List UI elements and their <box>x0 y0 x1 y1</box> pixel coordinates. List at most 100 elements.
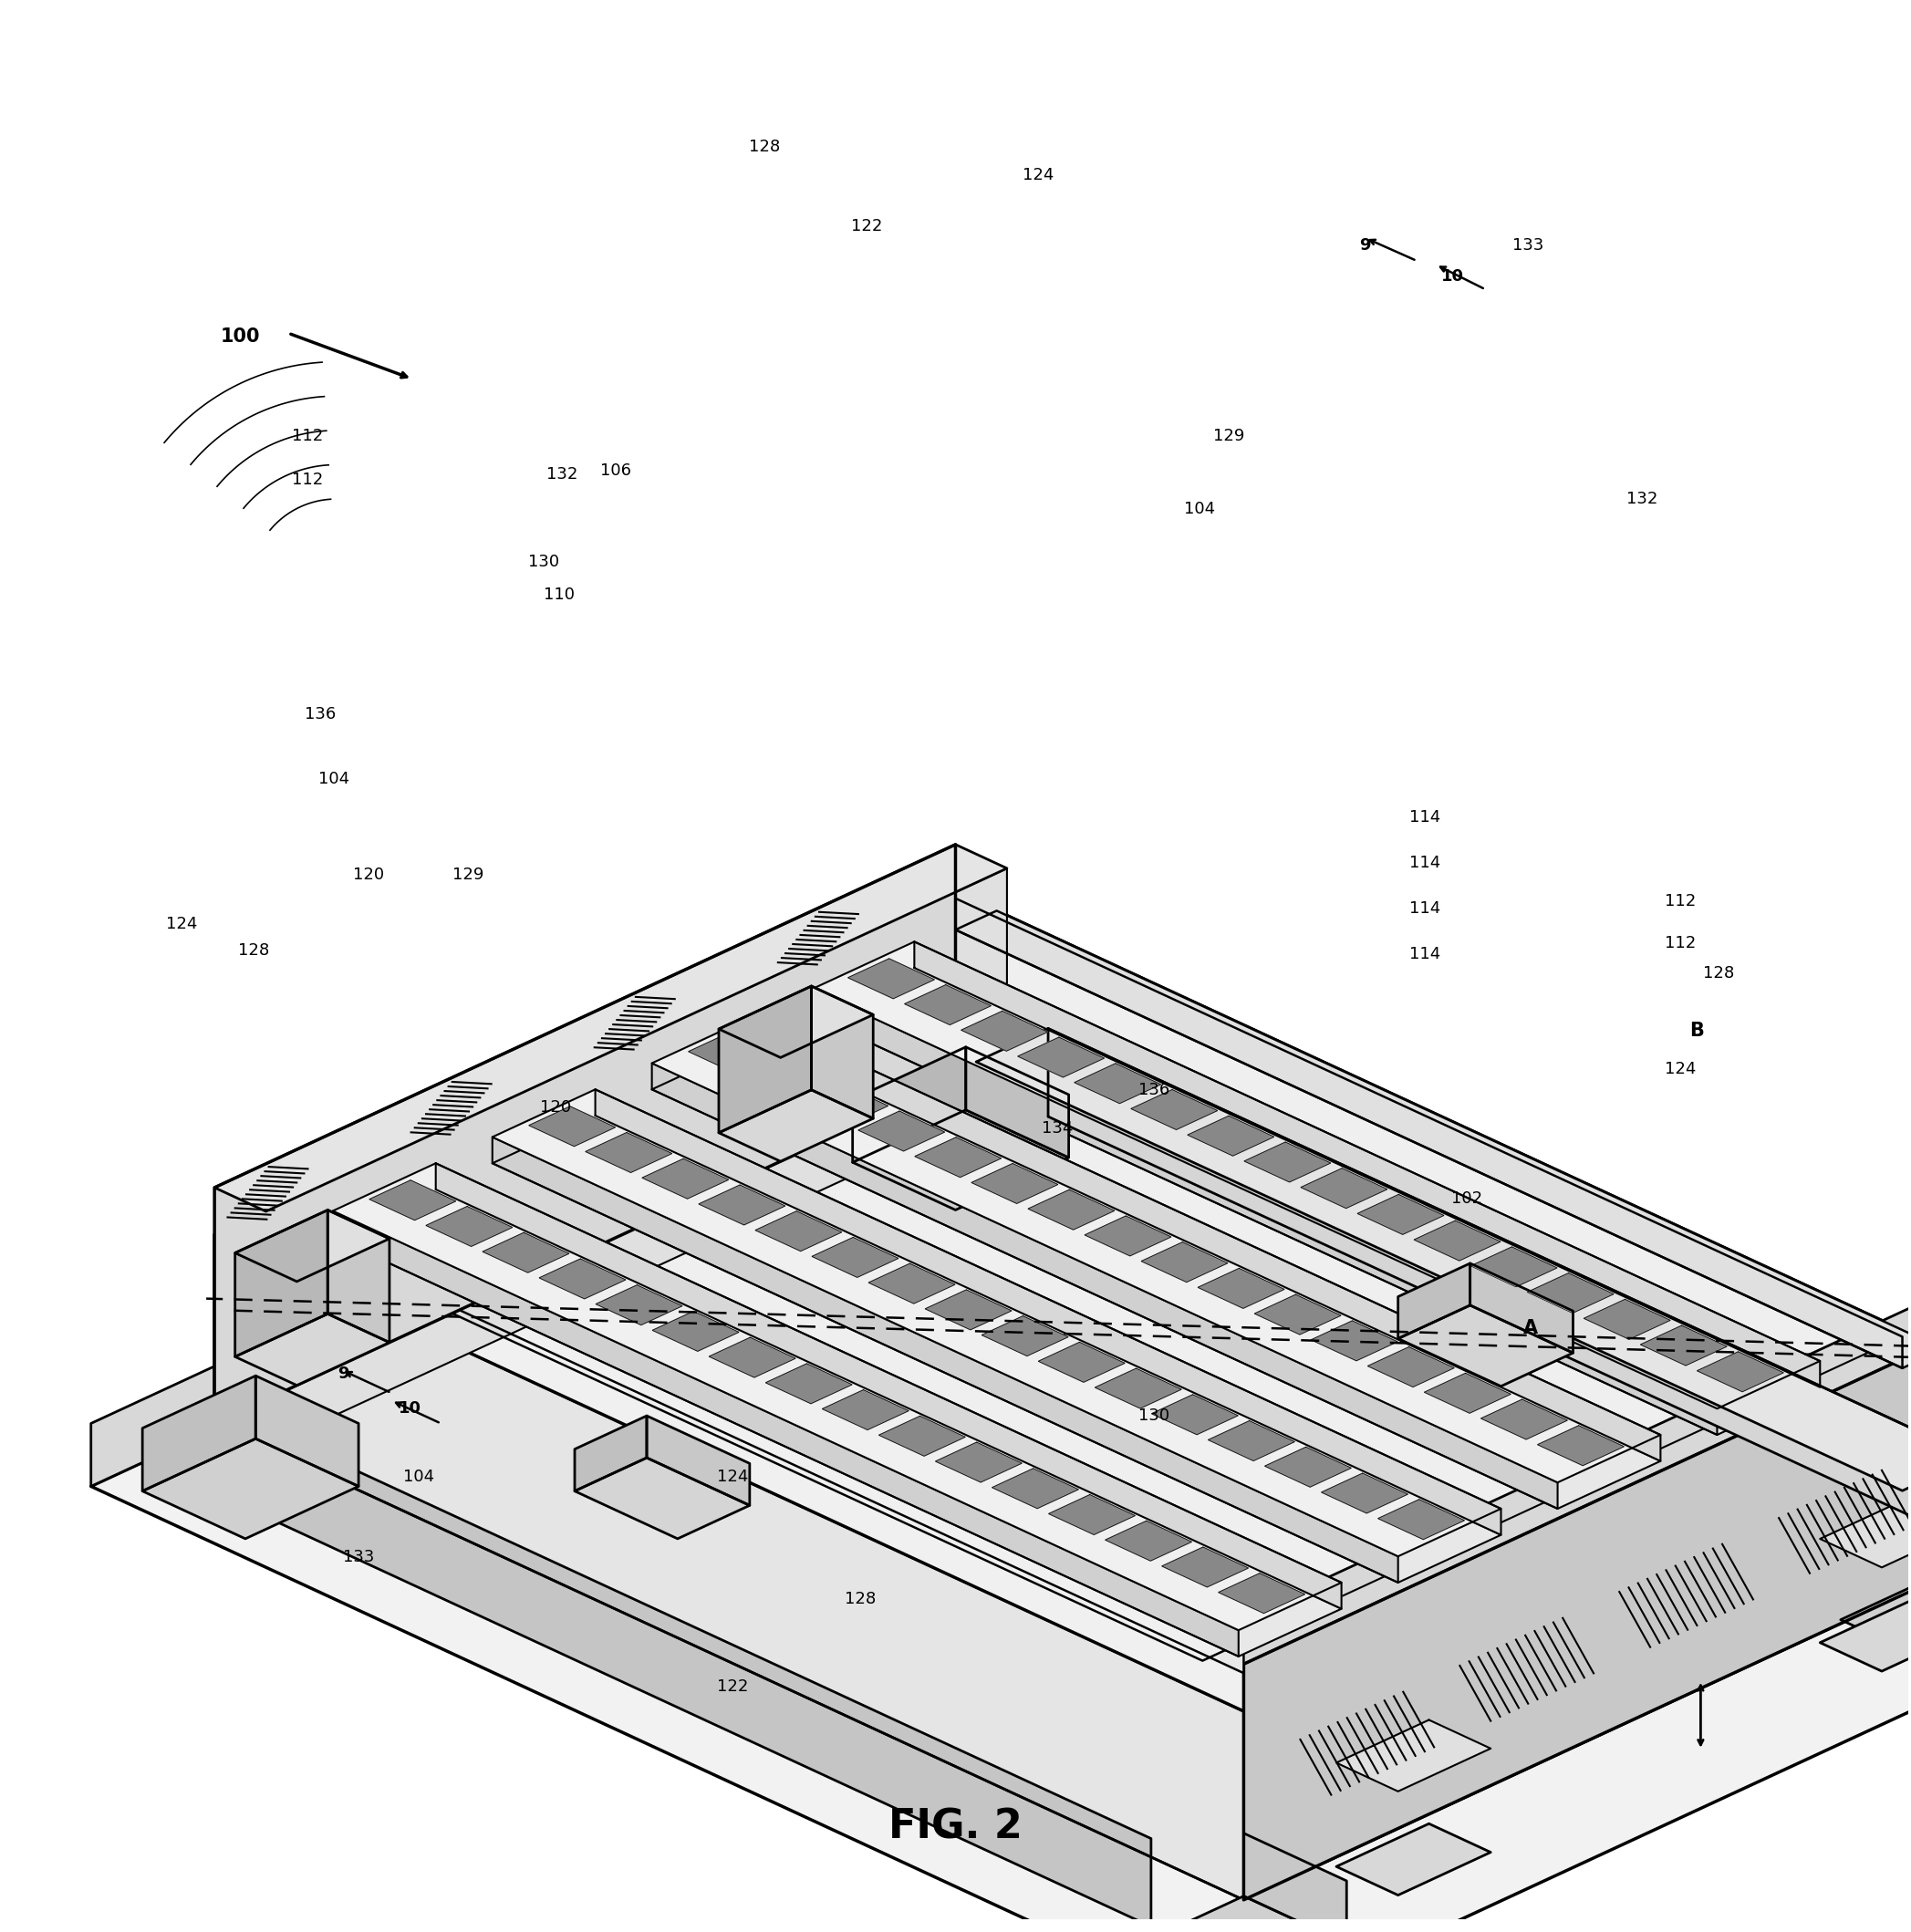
Text: 133: 133 <box>1512 238 1544 253</box>
Text: 104: 104 <box>1185 500 1215 516</box>
Polygon shape <box>971 1163 1059 1204</box>
Polygon shape <box>493 1115 1500 1582</box>
Polygon shape <box>1254 1294 1342 1335</box>
Polygon shape <box>1074 1063 1160 1103</box>
Polygon shape <box>143 1376 256 1492</box>
Polygon shape <box>1538 1426 1624 1466</box>
Polygon shape <box>1131 1090 1217 1130</box>
Polygon shape <box>822 1389 908 1430</box>
Polygon shape <box>235 1209 390 1281</box>
Polygon shape <box>327 1209 390 1343</box>
Polygon shape <box>1584 1300 1670 1339</box>
Polygon shape <box>956 898 1901 1368</box>
Polygon shape <box>1470 1264 1573 1352</box>
Text: 114: 114 <box>1408 854 1441 871</box>
Polygon shape <box>493 1138 1399 1582</box>
Text: 104: 104 <box>319 771 350 788</box>
Polygon shape <box>977 1028 1911 1492</box>
Polygon shape <box>812 968 1819 1435</box>
Polygon shape <box>1244 1142 1330 1182</box>
Text: 132: 132 <box>1626 491 1657 508</box>
Polygon shape <box>745 1059 831 1099</box>
Polygon shape <box>539 1260 625 1298</box>
Polygon shape <box>333 1190 1342 1656</box>
Polygon shape <box>296 1204 1244 1673</box>
Polygon shape <box>596 1090 1500 1534</box>
Polygon shape <box>92 1086 1911 1932</box>
Polygon shape <box>575 1416 646 1492</box>
Polygon shape <box>1105 1520 1192 1561</box>
Polygon shape <box>1244 1321 1911 1899</box>
Polygon shape <box>719 985 812 1132</box>
Text: 112: 112 <box>1664 935 1695 951</box>
Text: 129: 129 <box>453 866 483 883</box>
Polygon shape <box>1840 1567 1911 1667</box>
Polygon shape <box>868 1264 956 1304</box>
Text: 124: 124 <box>166 916 197 933</box>
Polygon shape <box>992 1468 1078 1509</box>
Text: 134: 134 <box>1041 1121 1072 1136</box>
Polygon shape <box>1192 1296 1911 1663</box>
Polygon shape <box>904 985 992 1024</box>
Polygon shape <box>1049 1495 1135 1534</box>
Text: 114: 114 <box>1408 900 1441 918</box>
Polygon shape <box>1311 1321 1397 1360</box>
Polygon shape <box>483 1233 569 1273</box>
Polygon shape <box>1819 1495 1911 1567</box>
Polygon shape <box>1378 1499 1464 1540</box>
Polygon shape <box>755 1016 1661 1461</box>
Polygon shape <box>1244 1368 1911 1899</box>
Polygon shape <box>1162 1548 1248 1586</box>
Text: 128: 128 <box>845 1590 877 1607</box>
Polygon shape <box>1697 1352 1783 1391</box>
Polygon shape <box>214 1080 1911 1899</box>
Text: 112: 112 <box>1664 893 1695 910</box>
Polygon shape <box>1640 1325 1728 1366</box>
Text: 10: 10 <box>1441 269 1464 284</box>
Text: 110: 110 <box>543 585 575 603</box>
Polygon shape <box>812 989 1718 1435</box>
Polygon shape <box>858 1111 944 1151</box>
Text: 124: 124 <box>717 1468 749 1486</box>
Polygon shape <box>1198 1267 1284 1308</box>
Polygon shape <box>652 1312 740 1350</box>
Text: 104: 104 <box>403 1468 434 1486</box>
Polygon shape <box>755 1211 841 1252</box>
Polygon shape <box>1819 1600 1911 1671</box>
Polygon shape <box>925 1291 1011 1329</box>
Polygon shape <box>699 1184 785 1225</box>
Polygon shape <box>1141 1242 1227 1283</box>
Text: 132: 132 <box>547 466 579 483</box>
Polygon shape <box>214 844 1007 1211</box>
Text: 106: 106 <box>600 462 631 479</box>
Text: 133: 133 <box>342 1549 375 1565</box>
Polygon shape <box>642 1159 728 1198</box>
Polygon shape <box>812 985 873 1119</box>
Text: 130: 130 <box>527 554 560 570</box>
Text: 128: 128 <box>1703 966 1733 981</box>
Polygon shape <box>214 844 956 1424</box>
Polygon shape <box>1336 1824 1491 1895</box>
Text: A: A <box>1523 1320 1538 1337</box>
Text: 136: 136 <box>306 707 336 723</box>
Text: 128: 128 <box>749 139 780 155</box>
Polygon shape <box>852 1109 1068 1209</box>
Text: 102: 102 <box>1450 1190 1483 1208</box>
Polygon shape <box>956 910 1911 1368</box>
Polygon shape <box>92 1024 956 1486</box>
Polygon shape <box>333 1211 1238 1656</box>
Polygon shape <box>879 1416 965 1457</box>
Polygon shape <box>1028 1190 1114 1231</box>
Polygon shape <box>1187 1117 1275 1155</box>
Polygon shape <box>1095 1368 1181 1408</box>
Polygon shape <box>1244 1833 1347 1932</box>
Polygon shape <box>688 1032 774 1072</box>
Text: 130: 130 <box>1139 1408 1170 1424</box>
Polygon shape <box>652 1063 1557 1509</box>
Text: 124: 124 <box>1664 1061 1695 1078</box>
Text: 9: 9 <box>338 1366 350 1381</box>
Polygon shape <box>143 1439 359 1538</box>
Polygon shape <box>296 898 1901 1642</box>
Polygon shape <box>982 1316 1068 1356</box>
Text: 129: 129 <box>1213 427 1244 444</box>
